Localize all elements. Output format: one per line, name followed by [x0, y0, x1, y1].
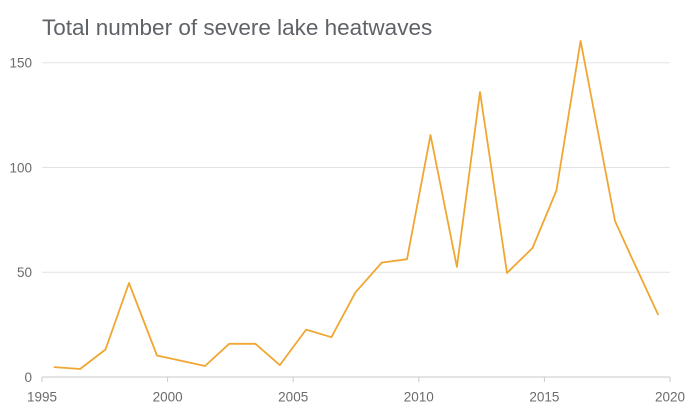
svg-text:2005: 2005	[278, 390, 308, 405]
svg-text:50: 50	[17, 265, 32, 280]
svg-text:2010: 2010	[404, 390, 434, 405]
svg-text:2000: 2000	[153, 390, 183, 405]
svg-text:2020: 2020	[655, 390, 685, 405]
svg-text:1995: 1995	[27, 390, 57, 405]
svg-text:2015: 2015	[529, 390, 559, 405]
svg-text:100: 100	[9, 160, 32, 175]
svg-text:150: 150	[9, 56, 32, 71]
svg-text:0: 0	[24, 370, 32, 385]
